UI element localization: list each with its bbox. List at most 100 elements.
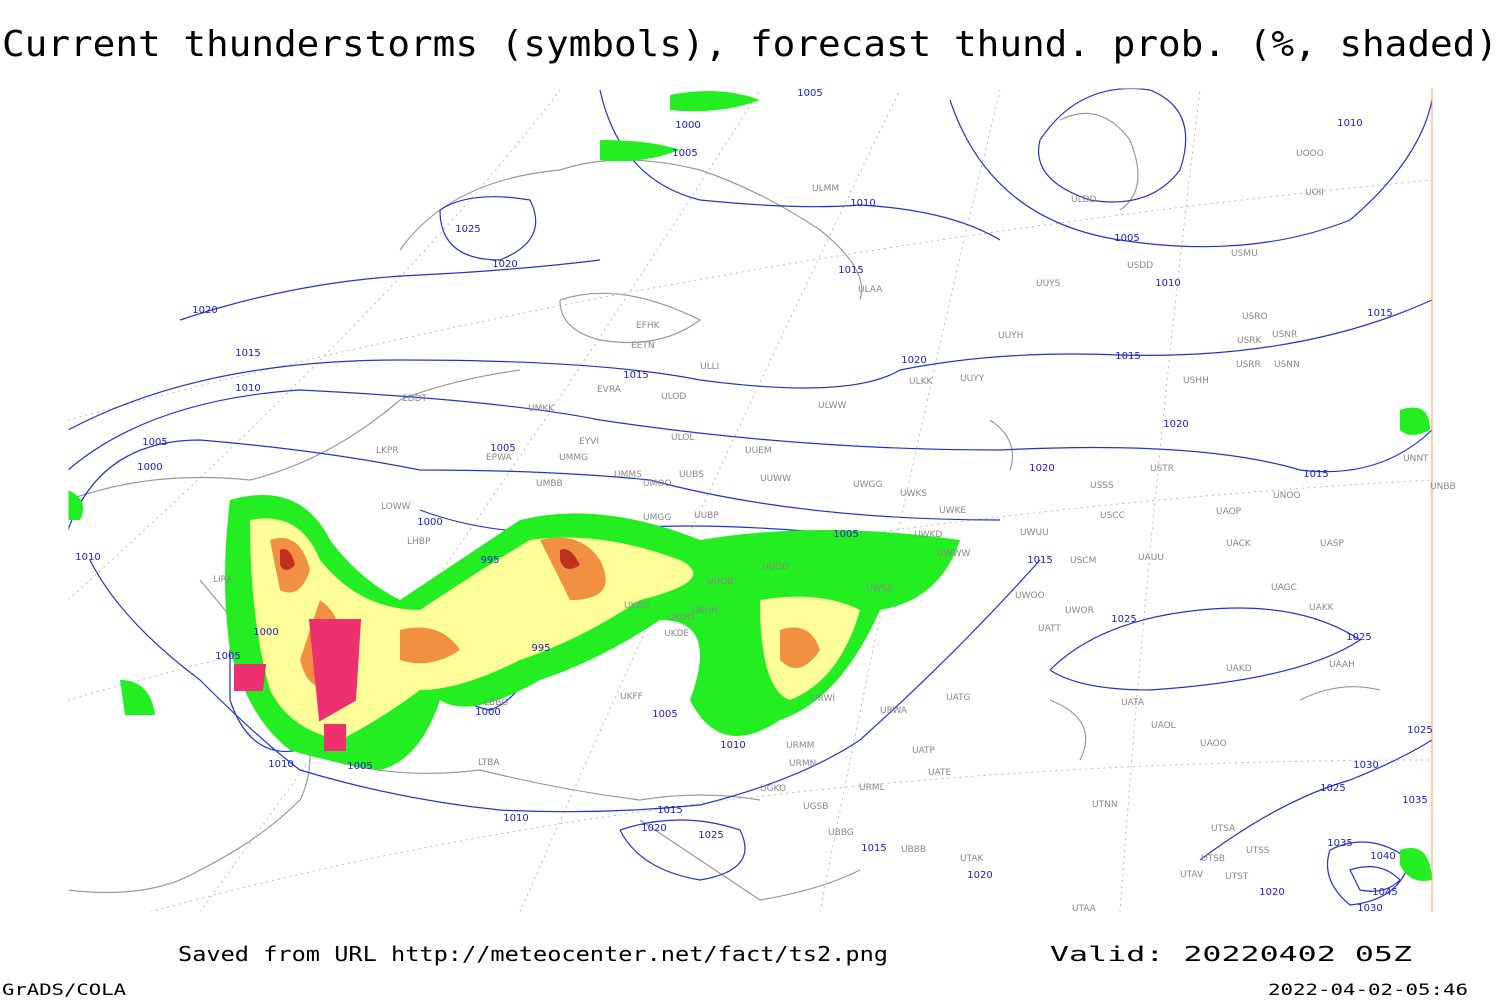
isobar-label: 1005: [1114, 233, 1139, 244]
isobar-label: 1015: [838, 265, 863, 276]
station-label: UWKD: [914, 530, 942, 540]
isobar-label: 1020: [492, 259, 517, 270]
coastlines: [67, 112, 1381, 901]
isobar-label: 1020: [967, 870, 992, 881]
isobar-label: 1005: [652, 709, 677, 720]
probability-shading: [68, 91, 1432, 881]
station-label: UUWW: [760, 474, 791, 484]
station-label: USNR: [1272, 330, 1297, 340]
isobar-label: 1005: [672, 148, 697, 159]
station-label: UUOB: [707, 577, 733, 587]
station-label: UUYH: [998, 331, 1023, 341]
isobar-label: 1025: [1111, 614, 1136, 625]
isobar-label: 1015: [1027, 555, 1052, 566]
station-label: UTST: [1225, 872, 1249, 882]
station-label: URWI: [811, 694, 835, 704]
station-label: LOWW: [381, 502, 411, 512]
station-label: EPWA: [486, 453, 513, 463]
station-label: USTR: [1150, 464, 1174, 474]
station-label: UTNN: [1092, 800, 1118, 810]
station-label: UUBP: [694, 511, 719, 521]
station-label: UATP: [912, 746, 936, 756]
station-label: UMMS: [614, 470, 642, 480]
station-label: ULWW: [818, 401, 847, 411]
thunderstorm-symbols: [234, 619, 362, 751]
isobar-label: 1025: [1407, 725, 1432, 736]
station-label: EVRA: [597, 385, 622, 395]
station-label: UTSS: [1246, 846, 1270, 856]
isobar-label: 1005: [215, 651, 240, 662]
isobar-label: 1025: [1320, 783, 1345, 794]
station-label: USCM: [1070, 556, 1096, 566]
station-label: UKDE: [664, 629, 689, 639]
station-label: UKOO: [668, 613, 694, 623]
isobar-label: 1015: [657, 805, 682, 816]
isobar-label: 1030: [1357, 903, 1382, 914]
isobar-label: 1010: [503, 813, 528, 824]
isobar-label: 1010: [1337, 118, 1362, 129]
isobar-label: 1005: [797, 88, 822, 99]
station-label: LKPR: [376, 446, 399, 456]
map-area: [67, 87, 1433, 913]
station-label: UUOO: [762, 562, 789, 572]
isobar-label: 1020: [1259, 887, 1284, 898]
isobar-label: 1020: [192, 305, 217, 316]
source-url: Saved from URL http://meteocenter.net/fa…: [178, 942, 888, 966]
isobar-label: 1005: [347, 761, 372, 772]
isobar-label: 1005: [833, 529, 858, 540]
isobar-label: 1045: [1372, 887, 1397, 898]
station-label: UGKO: [760, 784, 786, 794]
station-label: USRO: [1242, 312, 1268, 322]
station-label: UTAV: [1180, 870, 1204, 880]
isobar-label: 1020: [901, 355, 926, 366]
station-label: USRR: [1236, 360, 1261, 370]
station-label: UUYY: [960, 374, 985, 384]
isobar-label: 1010: [235, 383, 260, 394]
isobar-label: 1010: [850, 198, 875, 209]
station-label: UATE: [928, 768, 952, 778]
isobar-label: 1035: [1327, 838, 1352, 849]
station-label: EYVI: [579, 437, 599, 447]
isobar-label: 1020: [1163, 419, 1188, 430]
station-label: UWOO: [1015, 591, 1045, 601]
station-label: UBBB: [901, 845, 926, 855]
isobar-label: 1020: [1029, 463, 1054, 474]
station-label: UAOP: [1216, 507, 1242, 517]
station-label: ULOD: [661, 392, 686, 402]
isobar-label: 1030: [1353, 760, 1378, 771]
station-label: UNBB: [1430, 482, 1456, 492]
isobar-label: 1020: [641, 823, 666, 834]
station-label: USMU: [1231, 249, 1258, 259]
station-label: EDDT: [402, 394, 428, 404]
station-label: EETN: [631, 341, 655, 351]
station-label: UWGG: [853, 480, 882, 490]
station-label: UOII: [1305, 188, 1324, 198]
valid-time: Valid: 20220402 05Z: [1050, 942, 1412, 966]
station-label: UWUU: [1020, 528, 1049, 538]
station-label: UATA: [1121, 698, 1145, 708]
station-label: ULMM: [812, 184, 839, 194]
map-title: Current thunderstorms (symbols), forecas…: [2, 24, 1498, 65]
station-label: UTAK: [960, 854, 985, 864]
station-label: UAOO: [1200, 739, 1227, 749]
isobar-label: 1000: [475, 707, 500, 718]
station-label: USRK: [1237, 336, 1263, 346]
station-label: URMM: [786, 741, 814, 751]
isobar-label: 1010: [75, 552, 100, 563]
station-label: UASP: [1320, 539, 1344, 549]
station-label: UAAH: [1329, 660, 1355, 670]
station-label: URWA: [880, 706, 908, 716]
isobar-label: 1010: [1155, 278, 1180, 289]
station-label: UUEM: [745, 446, 772, 456]
station-label: UTSB: [1201, 854, 1225, 864]
station-label: UUBS: [679, 470, 704, 480]
isobar-label: 1000: [253, 627, 278, 638]
station-label: UAOL: [1151, 721, 1176, 731]
station-label: UWKE: [939, 506, 966, 516]
station-label: ULKK: [909, 377, 934, 387]
labels: 1005 1000 1005 1010 1025 1020 1020 1015 1015 1010…: [75, 88, 1455, 914]
station-label: UNNT: [1403, 454, 1429, 464]
station-label: UBBG: [828, 828, 854, 838]
station-label: UOOO: [1296, 149, 1324, 159]
